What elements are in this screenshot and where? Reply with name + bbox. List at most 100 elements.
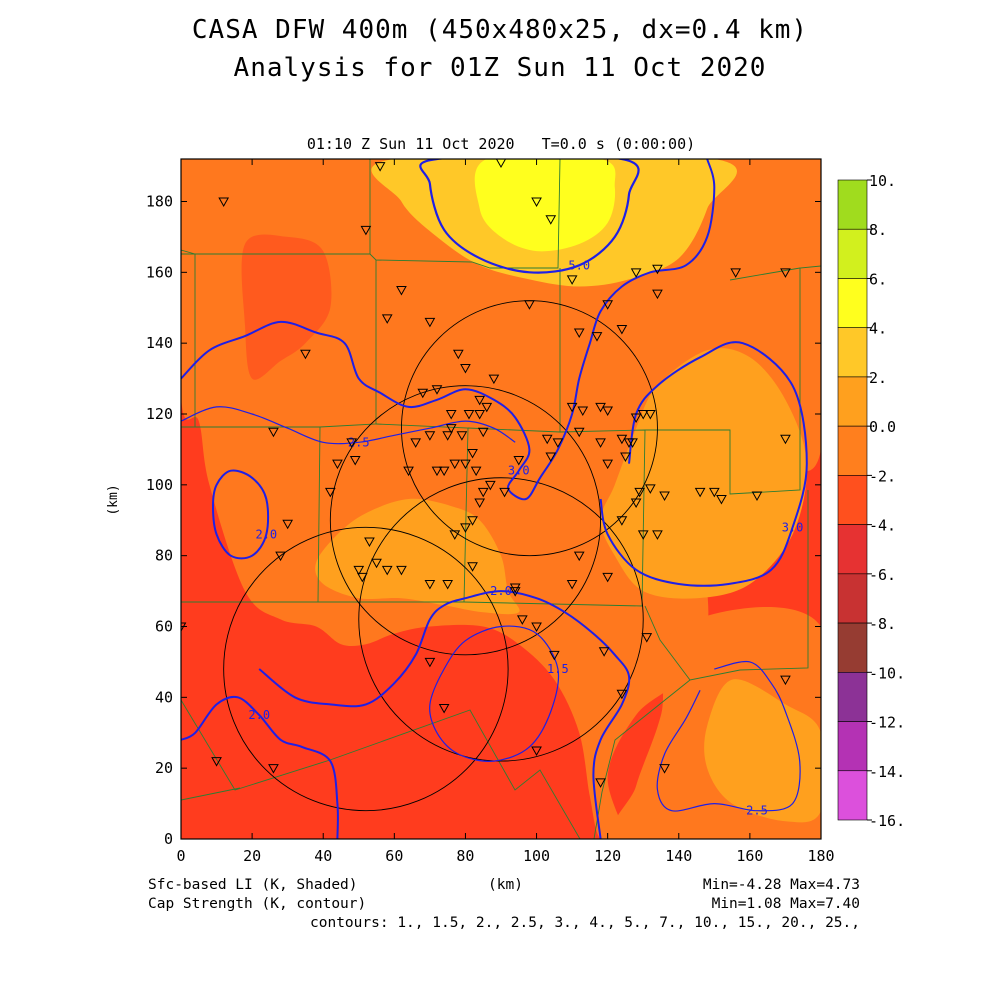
station-marker xyxy=(566,402,578,413)
y-tick-label: 0 xyxy=(164,830,173,848)
station-marker xyxy=(751,491,763,501)
station-marker xyxy=(424,580,436,590)
station-marker xyxy=(349,456,361,466)
colorbar-label: 6. xyxy=(869,270,887,288)
station-marker xyxy=(545,452,557,463)
colorbar-swatch xyxy=(837,770,868,821)
x-tick-label: 160 xyxy=(736,847,763,865)
colorbar-label: -6. xyxy=(869,566,896,584)
colorbar-swatch xyxy=(837,376,868,427)
station-marker xyxy=(577,406,589,416)
contour-label: 2.0 xyxy=(490,584,512,598)
station-marker xyxy=(531,746,542,756)
contour-label: 2.0 xyxy=(255,527,277,541)
contour-label: 5.0 xyxy=(568,258,590,272)
x-tick-label: 40 xyxy=(314,847,332,865)
footer-contours-note: contours: 1., 1.5, 2., 2.5, 3., 4., 5., … xyxy=(310,915,860,931)
contour-label: 3.0 xyxy=(782,520,804,534)
station-marker xyxy=(484,480,496,491)
colorbar-label: -14. xyxy=(869,763,905,781)
station-marker xyxy=(424,431,436,441)
station-marker xyxy=(460,363,471,374)
station-marker xyxy=(396,565,407,576)
station-marker xyxy=(300,349,311,360)
station-marker xyxy=(616,689,628,700)
contour-label: 2.5 xyxy=(746,804,768,818)
li-region-6 xyxy=(704,679,821,823)
station-marker xyxy=(531,622,542,633)
axes: 0 20 40 60 80 100 120 140 160 180 0 20 40 60 80 100 120 1… xyxy=(146,159,835,865)
station-marker xyxy=(424,657,436,668)
y-axis-label: (km) xyxy=(106,484,121,515)
station-marker xyxy=(516,615,528,625)
county-boundaries xyxy=(181,159,821,839)
x-tick-label: 20 xyxy=(243,847,261,865)
colorbar-swatch xyxy=(837,672,868,722)
colorbar-label: 0.0 xyxy=(869,418,896,436)
y-tick-label: 100 xyxy=(146,476,173,494)
station-marker xyxy=(545,215,557,225)
station-marker xyxy=(218,197,230,208)
colorbar-swatch xyxy=(837,327,868,378)
colorbar-swatch xyxy=(837,228,868,279)
y-tick-label: 180 xyxy=(146,193,173,211)
station-marker xyxy=(467,562,478,572)
station-marker xyxy=(470,466,482,477)
colorbar-label: -10. xyxy=(869,664,905,682)
station-marker xyxy=(630,268,642,278)
li-region-8 xyxy=(474,159,616,252)
x-tick-label: 180 xyxy=(807,847,834,865)
chart-title-line-1: CASA DFW 400m (450x480x25, dx=0.4 km) xyxy=(191,15,809,45)
footer-shaded-minmax: Min=-4.28 Max=4.73 xyxy=(702,877,860,893)
station-marker xyxy=(449,459,461,470)
contour-2.5-8 xyxy=(656,660,801,812)
range-ring-2 xyxy=(358,477,644,762)
station-marker xyxy=(268,764,279,774)
footer-x-unit: (km) xyxy=(488,877,523,893)
li-region-3 xyxy=(241,234,332,380)
contour-label: 3.0 xyxy=(508,464,530,478)
footer-shaded-field: Sfc-based LI (K, Shaded) xyxy=(148,877,358,893)
station-marker xyxy=(644,484,656,494)
y-tick-label: 160 xyxy=(146,263,173,281)
station-marker xyxy=(602,572,614,583)
station-marker xyxy=(371,558,382,569)
station-marker xyxy=(364,537,375,548)
colorbar-swatch xyxy=(837,475,868,525)
range-ring-3 xyxy=(223,526,509,812)
station-marker xyxy=(730,268,742,278)
station-marker xyxy=(652,530,663,540)
colorbar-swatch xyxy=(837,622,868,673)
station-marker xyxy=(652,289,663,300)
colorbar-label: 10. xyxy=(869,172,896,190)
station-marker xyxy=(573,551,585,562)
map-field: 5.0 3.0 3.0 2.0 2.0 2.0 1.5 2.5 2.5 xyxy=(181,159,821,839)
colorbar-label: 4. xyxy=(869,320,887,338)
colorbar-swatch xyxy=(837,573,868,624)
contour-label: 1.5 xyxy=(547,662,569,676)
station-marker xyxy=(641,633,653,643)
range-ring-0 xyxy=(329,385,602,656)
plot-frame xyxy=(180,158,822,840)
station-marker xyxy=(716,495,727,505)
station-marker xyxy=(463,410,475,420)
station-marker xyxy=(374,162,386,172)
station-marker xyxy=(452,349,464,360)
station-marker xyxy=(282,519,294,530)
shaded-li-field xyxy=(181,159,821,839)
station-markers xyxy=(181,159,791,788)
colorbar-swatch xyxy=(837,721,868,772)
station-marker xyxy=(595,438,606,448)
station-marker xyxy=(708,487,720,498)
station-marker xyxy=(780,434,791,445)
colorbar-label: -2. xyxy=(869,467,896,485)
station-marker xyxy=(637,410,649,420)
station-marker xyxy=(275,551,286,562)
contour-2.0-3 xyxy=(211,469,270,560)
station-marker xyxy=(445,410,457,420)
station-marker xyxy=(566,580,578,590)
station-marker xyxy=(477,427,489,438)
station-marker xyxy=(509,587,521,597)
station-marker xyxy=(353,565,365,576)
